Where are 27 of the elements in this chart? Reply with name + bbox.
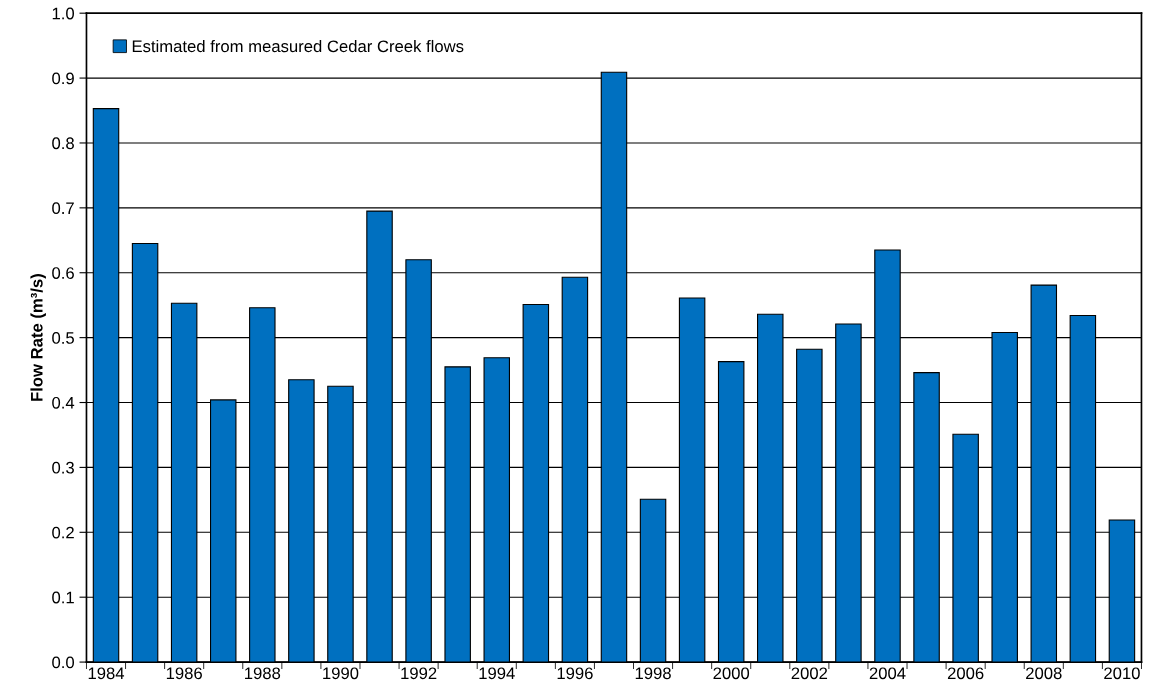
y-tick-label: 0.4 [52, 396, 75, 409]
y-tick-label: 0.5 [52, 332, 74, 344]
x-tick-label: 1986 [166, 667, 202, 680]
y-tick-label: 0.3 [52, 461, 74, 474]
y-tick-label: 0.6 [52, 267, 74, 279]
y-axis-title: Flow Rate (m³/s) [30, 274, 46, 401]
y-tick-label: 0.8 [52, 137, 74, 150]
x-tick-label: 2006 [947, 667, 984, 680]
x-tick-label: 2010 [1104, 667, 1140, 680]
x-tick-label: 2008 [1026, 667, 1062, 680]
y-tick-label: 0.7 [52, 202, 74, 215]
x-tick-label: 1998 [635, 667, 671, 680]
legend-label: Estimated from measured Cedar Creek flows [132, 39, 464, 53]
y-tick-label: 0.1 [52, 591, 74, 604]
x-tick-label: 1992 [401, 667, 437, 680]
x-tick-label: 1988 [245, 667, 281, 680]
y-tick-label: 0.0 [52, 656, 75, 669]
x-tick-label: 2000 [713, 667, 750, 680]
y-tick-label: 1.0 [52, 7, 75, 20]
x-tick-label: 1994 [479, 667, 515, 680]
y-tick-label: 0.2 [52, 526, 74, 539]
y-tick-label: 0.9 [52, 72, 74, 85]
x-tick-label: 1990 [323, 667, 359, 680]
x-tick-label: 1996 [557, 667, 593, 680]
x-tick-label: 1984 [88, 667, 125, 680]
x-tick-label: 2004 [869, 667, 906, 680]
x-tick-label: 2002 [791, 667, 828, 680]
